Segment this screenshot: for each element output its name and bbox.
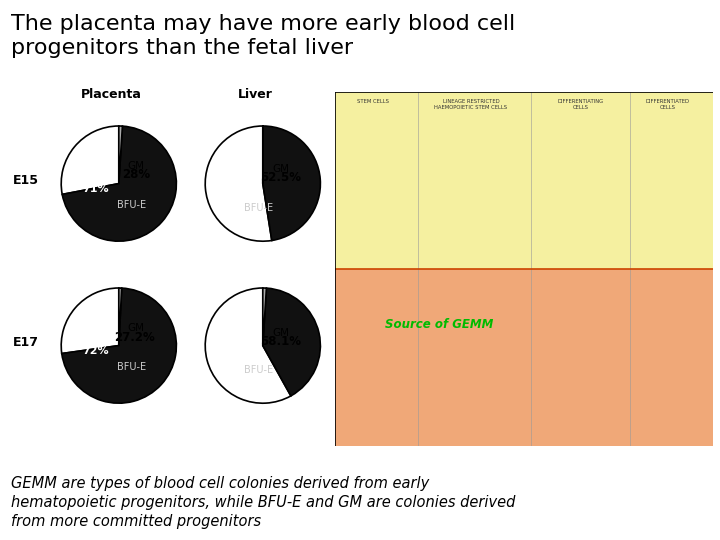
Text: BFU-E: BFU-E [243,203,273,213]
Bar [335,268,713,446]
Text: The placenta may have more early blood cell
progenitors than the fetal liver: The placenta may have more early blood c… [11,14,515,57]
Text: BFU-E: BFU-E [117,362,146,373]
Wedge shape [62,126,176,241]
Text: 47.4%: 47.4% [223,183,262,193]
Text: 40.9%: 40.9% [223,345,262,355]
Wedge shape [119,126,122,184]
Text: 71%: 71% [83,184,109,194]
Text: 72%: 72% [83,346,109,356]
Wedge shape [263,288,320,396]
Wedge shape [119,288,122,346]
Text: GEMM: GEMM [227,173,258,183]
Text: GM: GM [127,323,145,333]
Text: Source of GEMM: Source of GEMM [385,318,494,330]
Wedge shape [263,288,266,346]
Text: 58.1%: 58.1% [260,335,300,348]
Text: GEMM: GEMM [83,172,114,181]
Text: GEMM: GEMM [227,335,258,345]
Text: DIFFERENTIATED
CELLS: DIFFERENTIATED CELLS [645,99,690,110]
Text: GM: GM [273,328,289,338]
Bar [335,92,713,268]
Text: E17: E17 [13,336,39,349]
Wedge shape [263,126,320,240]
Wedge shape [61,126,119,194]
Wedge shape [62,288,176,403]
Text: STEM CELLS: STEM CELLS [356,99,389,104]
Text: 28%: 28% [122,168,150,181]
Text: GEMM are types of blood cell colonies derived from early
hematopoietic progenito: GEMM are types of blood cell colonies de… [11,476,516,529]
Text: DIFFERENTIATING
CELLS: DIFFERENTIATING CELLS [557,99,603,110]
Text: GEMM: GEMM [83,334,114,343]
Text: Placenta: Placenta [81,88,142,101]
Text: Liver: Liver [238,88,273,101]
Text: GM: GM [127,161,145,171]
Text: GM: GM [273,164,289,174]
Text: BFU-E: BFU-E [117,200,146,211]
Text: E15: E15 [13,174,39,187]
Text: 27.2%: 27.2% [114,331,156,344]
Wedge shape [205,126,272,241]
Wedge shape [61,288,119,354]
Text: LINEAGE RESTRICTED
HAEMOPOIETIC STEM CELLS: LINEAGE RESTRICTED HAEMOPOIETIC STEM CEL… [434,99,508,110]
Wedge shape [205,288,291,403]
Text: 52.5%: 52.5% [260,171,300,184]
Text: BFU-E: BFU-E [243,365,273,375]
